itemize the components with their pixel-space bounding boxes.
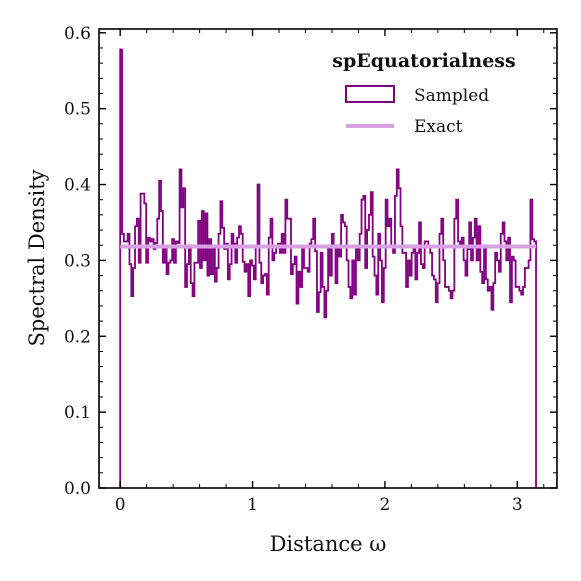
legend-swatch-sampled (345, 85, 395, 103)
x-tick-label: 1 (247, 495, 258, 515)
x-axis-label: Distance ω (270, 532, 387, 556)
y-tick-label: 0.4 (64, 176, 91, 196)
y-tick-label: 0.3 (64, 251, 91, 271)
x-tick-label: 2 (380, 495, 391, 515)
legend-title: spEquatorialness (332, 50, 515, 72)
y-tick-label: 0.2 (64, 327, 91, 347)
x-tick-label: 0 (115, 495, 126, 515)
legend: spEquatorialness Sampled Exact (332, 50, 515, 137)
x-tick-label: 3 (512, 495, 523, 515)
y-tick-label: 0.0 (64, 479, 91, 499)
y-tick-label: 0.6 (64, 24, 91, 44)
series-layer (119, 48, 537, 488)
y-tick-label: 0.5 (64, 100, 91, 120)
frame-layer (98, 28, 558, 489)
ticks-layer: 0 1 2 3 0.0 0.1 0.2 0.3 0.4 0.5 0.6 (64, 24, 557, 515)
y-tick-label: 0.1 (64, 403, 91, 423)
legend-label-exact: Exact (414, 117, 463, 137)
axes-border (98, 28, 558, 489)
legend-label-sampled: Sampled (414, 86, 489, 106)
y-axis-label: Spectral Density (25, 169, 49, 346)
